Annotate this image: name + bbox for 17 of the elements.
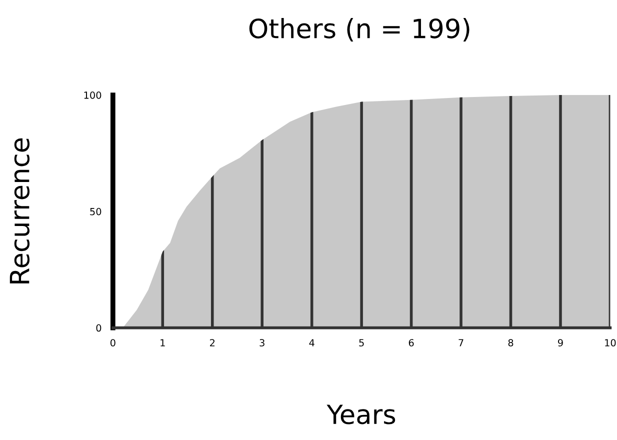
y-tick-label: 0 <box>96 324 102 332</box>
x-tick-label: 2 <box>210 339 214 346</box>
x-tick-label: 8 <box>508 339 514 346</box>
x-tick-label: 6 <box>408 339 414 346</box>
x-tick-label: 10 <box>605 339 616 346</box>
y-tick-label: 50 <box>90 208 102 216</box>
x-tick-label: 7 <box>458 339 464 346</box>
x-tick-label: 3 <box>260 339 264 346</box>
chart-title: Others (n = 199) <box>249 18 470 42</box>
y-tick-label: 100 <box>84 92 102 99</box>
x-axis-title: Years <box>326 404 396 424</box>
x-tick-label: 5 <box>359 339 364 346</box>
x-tick-label: 0 <box>110 339 116 346</box>
x-tick-label: 4 <box>309 339 314 346</box>
x-tick-label: 1 <box>160 339 165 346</box>
y-axis-title: Recurrence <box>10 138 30 284</box>
x-tick-label: 9 <box>558 339 563 346</box>
